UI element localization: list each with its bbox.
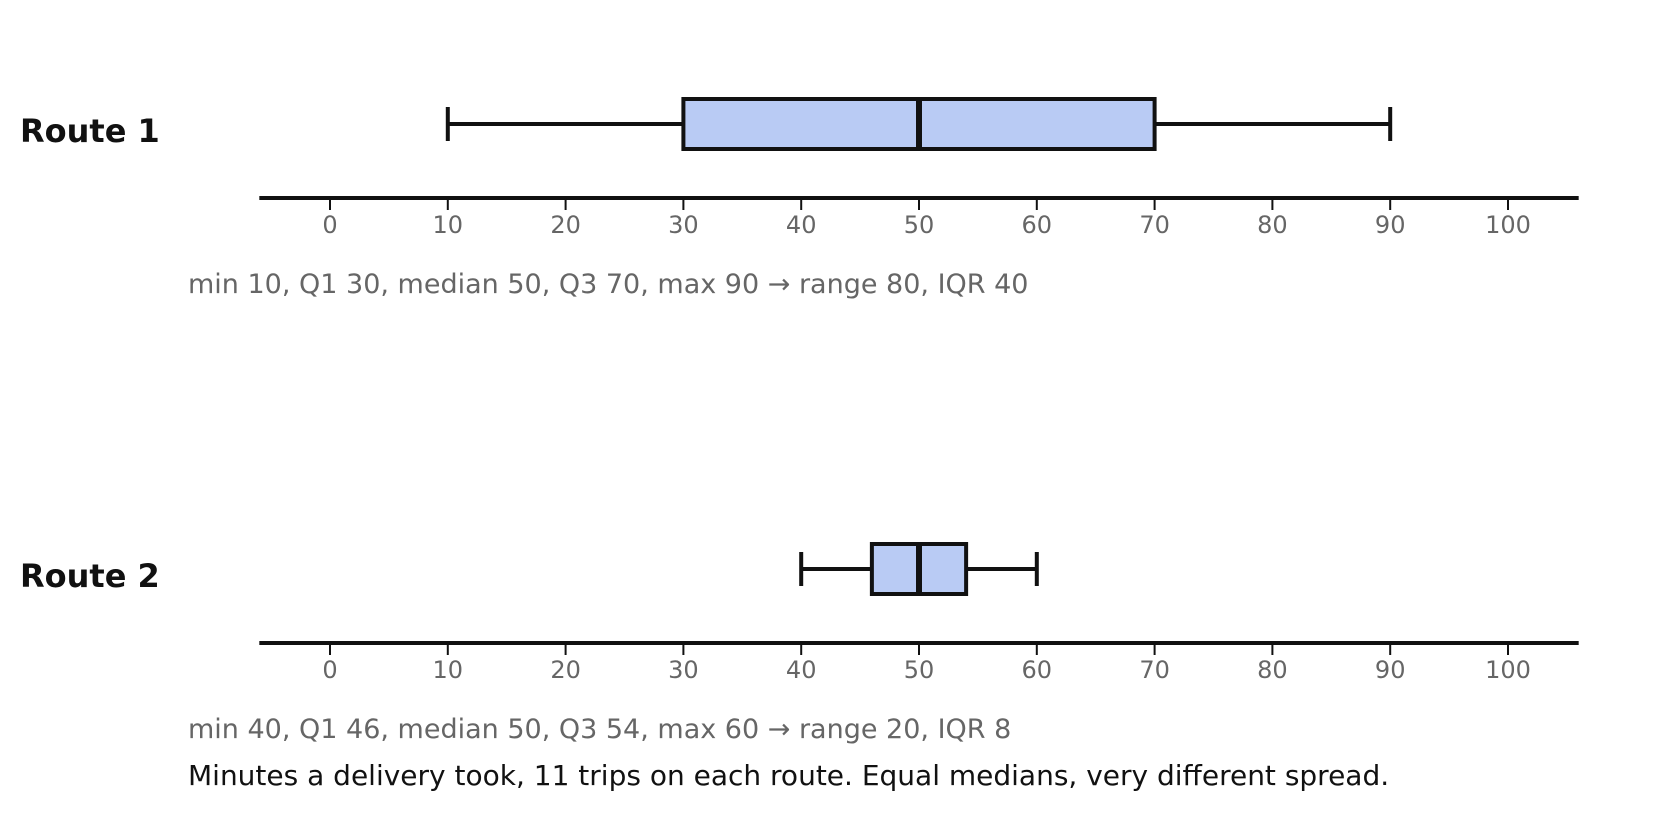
x-tick-label: 60 (1022, 211, 1053, 239)
x-tick-label: 60 (1022, 656, 1053, 684)
x-tick-label: 30 (668, 211, 699, 239)
x-tick-label: 0 (322, 211, 337, 239)
x-tick-label: 70 (1139, 211, 1170, 239)
x-tick-label: 90 (1375, 656, 1406, 684)
chart-caption: Minutes a delivery took, 11 trips on eac… (188, 759, 1389, 792)
x-tick-label: 70 (1139, 656, 1170, 684)
summary-text: min 40, Q1 46, median 50, Q3 54, max 60 … (188, 714, 1011, 745)
route-panel-2: Route 2 0 10 20 30 40 50 60 70 80 90 100 min 40, Q1 … (20, 542, 1579, 745)
x-tick-label: 80 (1257, 211, 1288, 239)
route-label: Route 1 (20, 112, 160, 150)
x-tick-label: 10 (433, 656, 464, 684)
route-label: Route 2 (20, 557, 160, 595)
x-tick-label: 50 (904, 211, 935, 239)
x-tick-label: 40 (786, 656, 817, 684)
x-tick-label: 90 (1375, 211, 1406, 239)
x-tick-label: 20 (550, 656, 581, 684)
x-tick-label: 80 (1257, 656, 1288, 684)
x-tick-label: 100 (1485, 656, 1531, 684)
x-tick-label: 20 (550, 211, 581, 239)
x-tick-label: 30 (668, 656, 699, 684)
x-tick-label: 0 (322, 656, 337, 684)
x-tick-label: 50 (904, 656, 935, 684)
x-tick-label: 10 (433, 211, 464, 239)
x-tick-label: 40 (786, 211, 817, 239)
x-tick-label: 100 (1485, 211, 1531, 239)
summary-text: min 10, Q1 30, median 50, Q3 70, max 90 … (188, 269, 1028, 300)
route-panel-1: Route 1 0 10 20 30 40 50 60 70 80 90 100 min 10, Q1 … (20, 97, 1579, 300)
